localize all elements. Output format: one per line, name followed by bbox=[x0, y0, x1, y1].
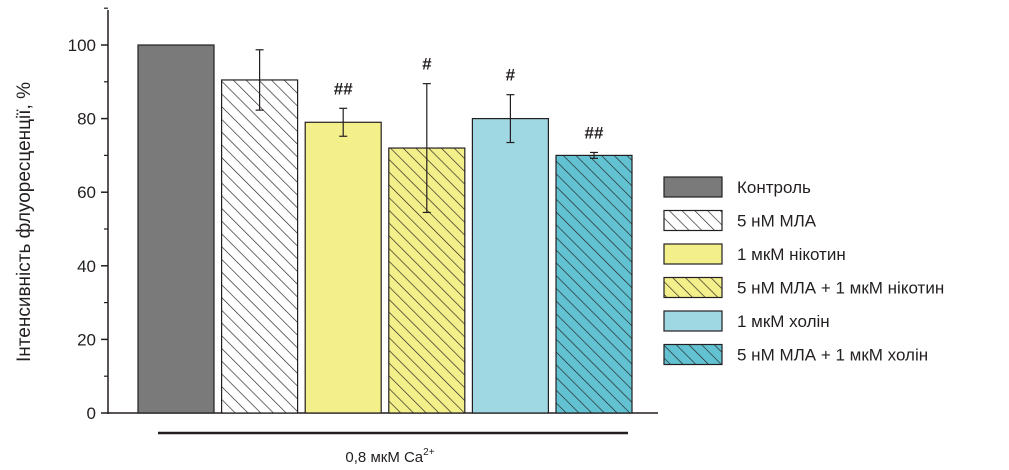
significance-label: ## bbox=[334, 79, 353, 98]
bar bbox=[221, 79, 299, 414]
y-tick-label: 80 bbox=[77, 110, 96, 129]
legend-label: 5 нМ МЛА bbox=[737, 212, 817, 231]
legend-swatch bbox=[663, 176, 723, 198]
legend-label: Контроль bbox=[737, 178, 811, 197]
y-axis-title: Інтенсивність флуоресценції, % bbox=[14, 82, 35, 362]
y-tick-label: 60 bbox=[77, 183, 96, 202]
legend-swatch bbox=[663, 243, 723, 265]
legend-swatch bbox=[663, 310, 723, 332]
bar bbox=[471, 117, 549, 414]
significance-label: # bbox=[422, 55, 432, 74]
legend-swatch bbox=[663, 276, 723, 299]
y-tick-label: 20 bbox=[77, 330, 96, 349]
bar bbox=[555, 154, 633, 414]
y-tick-label: 0 bbox=[87, 404, 96, 423]
y-tick-label: 100 bbox=[68, 36, 96, 55]
y-tick-label: 40 bbox=[77, 257, 96, 276]
legend-label: 1 мкМ холін bbox=[737, 312, 830, 331]
legend: Контроль 5 нМ МЛА 1 мкМ нікотин 5 нМ МЛА + … bbox=[663, 176, 944, 366]
group-label: 0,8 мкМ Ca2+ bbox=[345, 447, 434, 466]
bar bbox=[304, 121, 382, 414]
legend-swatch bbox=[663, 209, 723, 232]
legend-swatch bbox=[663, 343, 723, 366]
bar bbox=[137, 44, 215, 414]
legend-label: 5 нМ МЛА + 1 мкМ нікотин bbox=[737, 279, 944, 298]
legend-label: 1 мкМ нікотин bbox=[737, 245, 846, 264]
significance-label: # bbox=[506, 66, 516, 85]
bars: ###### bbox=[137, 44, 633, 414]
significance-label: ## bbox=[585, 123, 604, 142]
legend-label: 5 нМ МЛА + 1 мкМ холін bbox=[737, 346, 928, 365]
